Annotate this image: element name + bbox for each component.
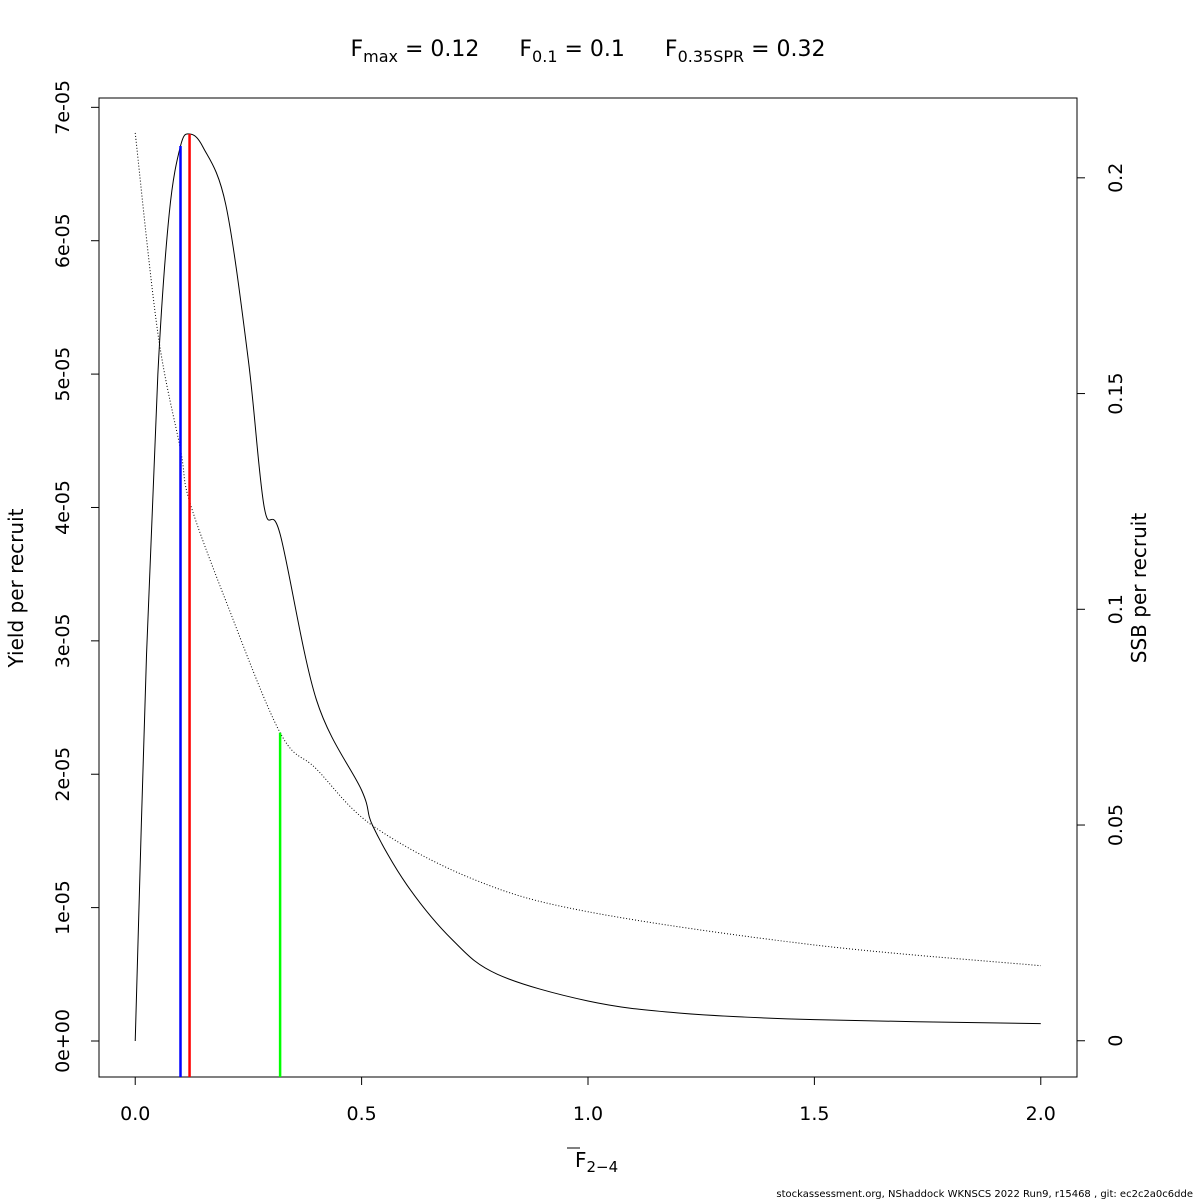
y-left-tick-label: 1e-05 <box>52 880 74 935</box>
y-right-tick-label: 0.1 <box>1105 594 1127 624</box>
x-tick-label: 2.0 <box>1026 1103 1056 1125</box>
x-tick-label: 1.5 <box>799 1103 829 1125</box>
y-left-tick-label: 2e-05 <box>52 747 74 802</box>
x-tick-label: 0.0 <box>120 1103 150 1125</box>
y-axis-right-label: SSB per recruit <box>1127 513 1151 664</box>
y-left-tick-label: 7e-05 <box>52 80 74 135</box>
x-tick-label: 0.5 <box>347 1103 377 1125</box>
y-right-tick-label: 0.05 <box>1105 804 1127 846</box>
y-axis-left-label: Yield per recruit <box>4 508 28 668</box>
y-right-tick-label: 0 <box>1105 1035 1127 1047</box>
plot-frame <box>98 97 1078 1078</box>
footer-text: stockassessment.org, NShaddock WKNSCS 20… <box>776 1189 1193 1200</box>
ypr-curve <box>134 133 1041 1042</box>
y-left-tick-label: 5e-05 <box>52 347 74 402</box>
y-right-tick-label: 0.2 <box>1105 163 1127 193</box>
y-left-tick-label: 0e+00 <box>52 1009 74 1073</box>
y-left-tick-label: 6e-05 <box>52 213 74 268</box>
x-axis-label: F2−4 <box>575 1148 618 1176</box>
ssbpr-curve <box>134 132 1041 967</box>
x-tick-label: 1.0 <box>573 1103 603 1125</box>
y-left-tick-label: 4e-05 <box>52 480 74 535</box>
chart-title: Fmax = 0.12 F0.1 = 0.1 F0.35SPR = 0.32 <box>350 37 825 66</box>
y-left-tick-label: 3e-05 <box>52 613 74 668</box>
y-right-tick-label: 0.15 <box>1105 372 1127 414</box>
